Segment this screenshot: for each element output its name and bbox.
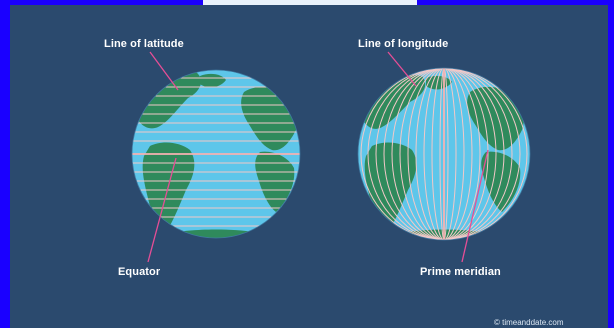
copyright-credit: © timeanddate.com	[494, 318, 564, 327]
latitude-pointer	[149, 51, 179, 91]
longitude-lines	[360, 68, 528, 240]
prime-meridian-label: Prime meridian	[420, 266, 501, 278]
prime-meridian-pointer	[461, 149, 489, 263]
longitude-globe	[357, 51, 531, 263]
latitude-globe	[131, 51, 301, 263]
longitude-pointer	[387, 51, 417, 87]
longitude-label: Line of longitude	[358, 38, 449, 50]
equator-label: Equator	[118, 266, 161, 278]
equator-pointer	[147, 157, 177, 263]
top-banner-strip	[203, 0, 417, 5]
latitude-label: Line of latitude	[104, 38, 184, 50]
